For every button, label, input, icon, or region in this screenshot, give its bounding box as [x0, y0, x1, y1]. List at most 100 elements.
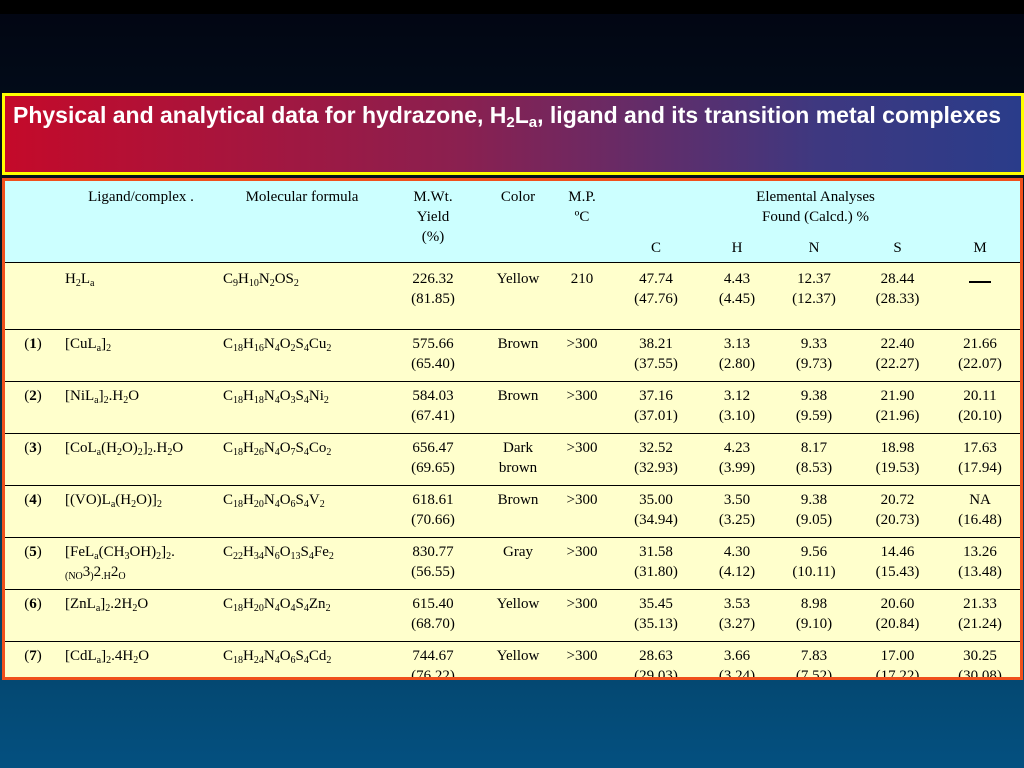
table-row: (5) [FeLa(CH3OH)2]2.(NO3)2.H2O C22H34N6O13… [5, 537, 1020, 590]
table-row: (4) [(VO)La(H2O)]2 C18H20N4O6S4V2 618.61 (70… [5, 485, 1020, 538]
header-m: M [940, 235, 1020, 262]
analysis-c-cell: 37.16 (37.01) [611, 381, 701, 434]
analysis-n-cell: 9.33 (9.73) [773, 329, 855, 382]
data-table-frame: Ligand/complex . Molecular formula M.Wt.… [2, 178, 1023, 680]
mp-cell: >300 [553, 433, 611, 486]
mp-cell: 210 [553, 262, 611, 330]
formula-cell: C22H34N6O13S4Fe2 [221, 537, 383, 590]
analysis-h-cell: 3.66 (3.24) [701, 641, 773, 677]
color-cell: Brown [483, 485, 553, 538]
color-cell: Dark brown [483, 433, 553, 486]
analysis-h-cell: 4.30 (4.12) [701, 537, 773, 590]
table-row: H2La C9H10N2OS2 226.32 (81.85) Yellow 210 47.7… [5, 262, 1020, 330]
table-row: (7) [CdLa]2.4H2O C18H24N4O6S4Cd2 744.67 (76.… [5, 641, 1020, 677]
analysis-s-cell: 22.40 (22.27) [855, 329, 940, 382]
header-formula: Molecular formula [221, 181, 383, 263]
formula-cell: C9H10N2OS2 [221, 262, 383, 330]
analysis-s-cell: 20.60 (20.84) [855, 589, 940, 642]
header-color: Color [483, 181, 553, 263]
table-row: (3) [CoLa(H2O)2]2.H2O C18H26N4O7S4Co2 656.4… [5, 433, 1020, 486]
analysis-h-cell: 4.23 (3.99) [701, 433, 773, 486]
analysis-h-cell: 4.43 (4.45) [701, 262, 773, 330]
color-cell: Yellow [483, 589, 553, 642]
analysis-m-cell: 20.11 (20.10) [940, 381, 1020, 434]
color-cell: Gray [483, 537, 553, 590]
analysis-s-cell: 18.98 (19.53) [855, 433, 940, 486]
color-cell: Yellow [483, 262, 553, 330]
header-c: C [611, 235, 701, 262]
formula-cell: C18H20N4O4S4Zn2 [221, 589, 383, 642]
header-elemental: Elemental Analyses Found (Calcd.) % [611, 181, 1020, 235]
analysis-h-cell: 3.50 (3.25) [701, 485, 773, 538]
analysis-c-cell: 35.45 (35.13) [611, 589, 701, 642]
table-row: (6) [ZnLa]2.2H2O C18H20N4O4S4Zn2 615.40 (68.… [5, 589, 1020, 642]
analysis-c-cell: 28.63 (29.03) [611, 641, 701, 677]
header-row-1: Ligand/complex . Molecular formula M.Wt.… [5, 181, 1020, 263]
analysis-s-cell: 17.00 (17.22) [855, 641, 940, 677]
ligand-cell: [CuLa]2 [61, 329, 221, 382]
mp-cell: >300 [553, 641, 611, 677]
formula-cell: C18H20N4O6S4V2 [221, 485, 383, 538]
color-cell: Yellow [483, 641, 553, 677]
mwt-yield-cell: 656.47 (69.65) [383, 433, 483, 486]
analysis-n-cell: 9.56 (10.11) [773, 537, 855, 590]
compound-number [5, 262, 61, 330]
ligand-cell: [(VO)La(H2O)]2 [61, 485, 221, 538]
header-mp: M.P. ºC [553, 181, 611, 263]
formula-cell: C18H18N4O3S4Ni2 [221, 381, 383, 434]
analysis-h-cell: 3.53 (3.27) [701, 589, 773, 642]
mwt-yield-cell: 584.03 (67.41) [383, 381, 483, 434]
analysis-n-cell: 8.98 (9.10) [773, 589, 855, 642]
mwt-yield-cell: 575.66 (65.40) [383, 329, 483, 382]
mwt-yield-cell: 615.40 (68.70) [383, 589, 483, 642]
slide-title: Physical and analytical data for hydrazo… [13, 102, 1002, 131]
compound-number: (5) [5, 537, 61, 590]
compound-number: (2) [5, 381, 61, 434]
header-row-2: C H N S M [5, 235, 1020, 262]
analysis-c-cell: 35.00 (34.94) [611, 485, 701, 538]
title-box: Physical and analytical data for hydrazo… [2, 93, 1024, 175]
formula-cell: C18H16N4O2S4Cu2 [221, 329, 383, 382]
ligand-cell: [CoLa(H2O)2]2.H2O [61, 433, 221, 486]
ligand-cell: [CdLa]2.4H2O [61, 641, 221, 677]
ligand-cell: [FeLa(CH3OH)2]2.(NO3)2.H2O [61, 537, 221, 590]
analysis-m-cell: 21.66 (22.07) [940, 329, 1020, 382]
analysis-c-cell: 38.21 (37.55) [611, 329, 701, 382]
analysis-s-cell: 21.90 (21.96) [855, 381, 940, 434]
header-ligand: Ligand/complex . [61, 181, 221, 263]
top-bar [0, 0, 1024, 14]
analysis-s-cell: 14.46 (15.43) [855, 537, 940, 590]
analysis-c-cell: 31.58 (31.80) [611, 537, 701, 590]
analysis-m-cell: 21.33 (21.24) [940, 589, 1020, 642]
compound-number: (6) [5, 589, 61, 642]
ligand-cell: [NiLa]2.H2O [61, 381, 221, 434]
analysis-m-cell: 17.63 (17.94) [940, 433, 1020, 486]
header-mwt: M.Wt. Yield (%) [383, 181, 483, 263]
analysis-s-cell: 20.72 (20.73) [855, 485, 940, 538]
analysis-s-cell: 28.44 (28.33) [855, 262, 940, 330]
analysis-n-cell: 9.38 (9.05) [773, 485, 855, 538]
mwt-yield-cell: 618.61 (70.66) [383, 485, 483, 538]
mwt-yield-cell: 226.32 (81.85) [383, 262, 483, 330]
no-data-dash [969, 281, 992, 283]
header-n: N [773, 235, 855, 262]
mp-cell: >300 [553, 485, 611, 538]
table-row: (1) [CuLa]2 C18H16N4O2S4Cu2 575.66 (65.40) Br… [5, 329, 1020, 382]
header-h: H [701, 235, 773, 262]
mp-cell: >300 [553, 381, 611, 434]
mwt-yield-cell: 830.77 (56.55) [383, 537, 483, 590]
analysis-h-cell: 3.12 (3.10) [701, 381, 773, 434]
color-cell: Brown [483, 329, 553, 382]
table-row: (2) [NiLa]2.H2O C18H18N4O3S4Ni2 584.03 (67.4… [5, 381, 1020, 434]
analysis-m-cell: 13.26 (13.48) [940, 537, 1020, 590]
compound-number: (3) [5, 433, 61, 486]
data-table: Ligand/complex . Molecular formula M.Wt.… [5, 181, 1020, 677]
compound-number: (4) [5, 485, 61, 538]
ligand-cell: [ZnLa]2.2H2O [61, 589, 221, 642]
mwt-yield-cell: 744.67 (76.22) [383, 641, 483, 677]
mp-cell: >300 [553, 589, 611, 642]
analysis-m-cell: NA (16.48) [940, 485, 1020, 538]
ligand-cell: H2La [61, 262, 221, 330]
analysis-h-cell: 3.13 (2.80) [701, 329, 773, 382]
analysis-c-cell: 32.52 (32.93) [611, 433, 701, 486]
